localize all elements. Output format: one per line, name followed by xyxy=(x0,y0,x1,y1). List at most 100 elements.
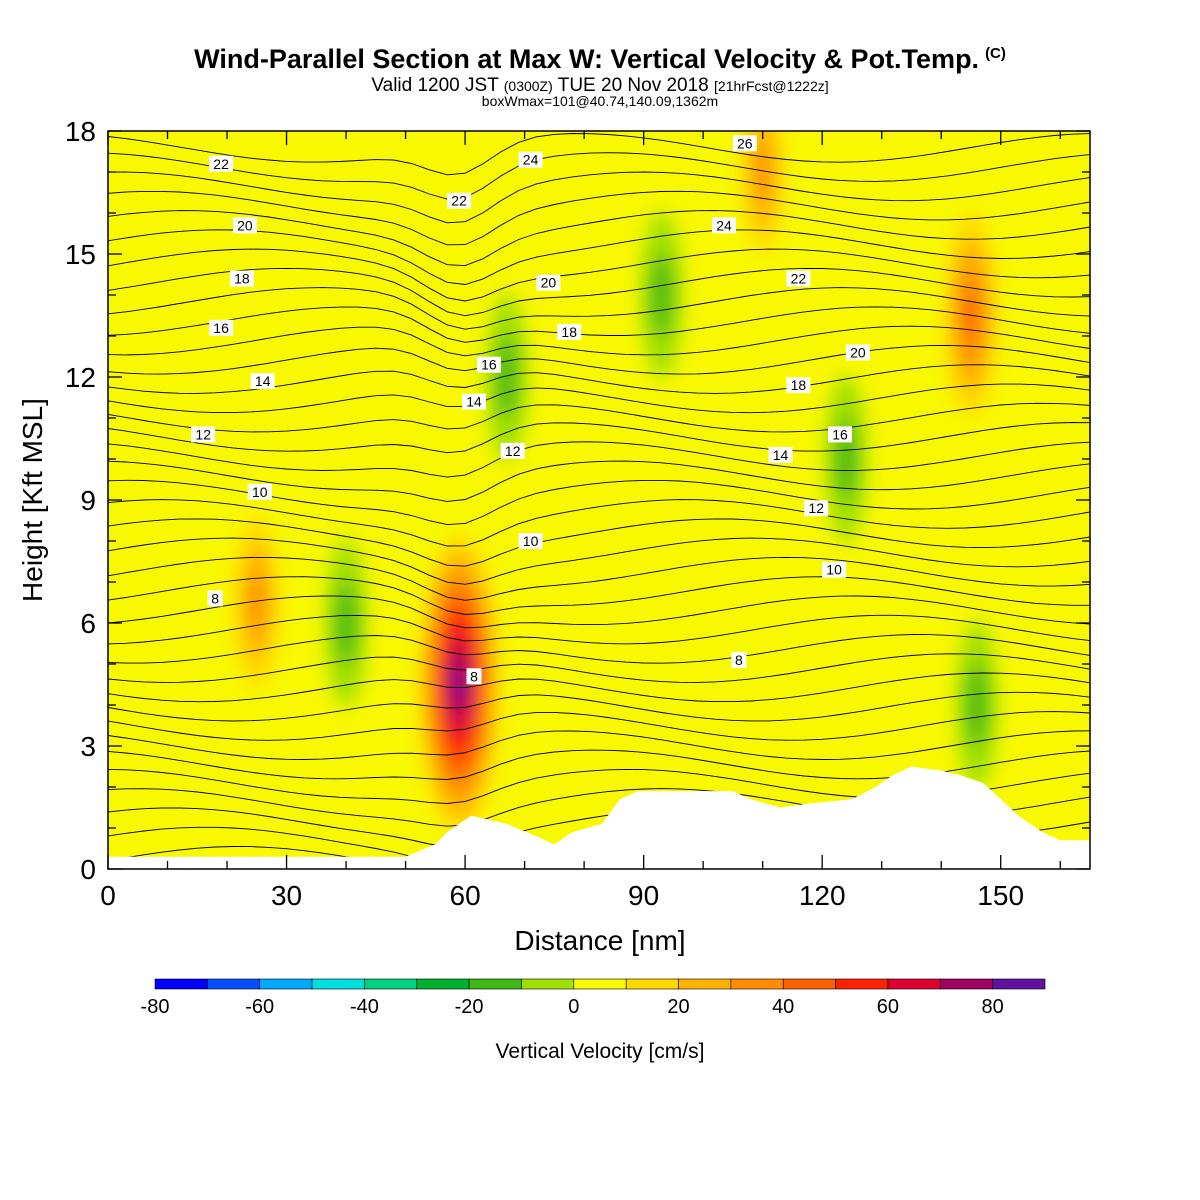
colorbar-tick-label: 80 xyxy=(981,996,1003,1018)
label-text: 12 xyxy=(505,443,521,459)
label-box xyxy=(247,483,272,500)
colorbar-tick-label: -80 xyxy=(141,996,170,1018)
label-text: 18 xyxy=(561,324,577,340)
chart-title-text: Wind-Parallel Section at Max W: Vertical… xyxy=(194,44,980,74)
theta-contour-line xyxy=(108,441,1090,478)
chart-title: Wind-Parallel Section at Max W: Vertical… xyxy=(0,44,1200,75)
theta-contour-label: 8 xyxy=(731,651,747,668)
colorbar-swatch xyxy=(259,978,313,990)
colorbar-swatch xyxy=(992,978,1046,990)
theta-contour-label: 22 xyxy=(786,270,811,287)
label-text: 10 xyxy=(252,484,268,500)
theta-contour-label: 20 xyxy=(845,344,870,361)
label-text: 16 xyxy=(213,320,229,336)
theta-contour-line xyxy=(108,344,1090,375)
label-box xyxy=(732,135,757,152)
velocity-feature xyxy=(249,574,265,631)
theta-contour-label: 20 xyxy=(232,217,257,234)
label-text: 12 xyxy=(808,500,824,516)
terrain-mask xyxy=(108,766,1090,869)
box-info: boxWmax=101@40.74,140.09,1362m xyxy=(481,93,719,109)
theta-contour-label: 16 xyxy=(828,426,852,443)
theta-contour-label: 12 xyxy=(500,442,525,459)
label-text: 16 xyxy=(832,426,848,442)
theta-contour-label: 20 xyxy=(536,274,561,291)
colorbar-swatch xyxy=(364,978,418,990)
label-box xyxy=(209,155,234,172)
theta-contour-line xyxy=(108,287,1090,330)
theta-contour-label: 26 xyxy=(732,135,757,152)
y-tick-label: 3 xyxy=(80,731,96,762)
label-text: 8 xyxy=(211,590,219,606)
colorbar-swatch xyxy=(782,978,836,990)
theta-contour-label: 14 xyxy=(462,393,486,410)
colorbar: -80 -60 -40 -20 0 20 40 60 80 xyxy=(141,978,1046,1018)
label-box xyxy=(476,356,501,373)
theta-contour-label: 16 xyxy=(209,319,234,336)
label-text: 8 xyxy=(470,668,478,684)
x-tick-label: 0 xyxy=(100,880,116,911)
valid-prefix: Valid 1200 JST xyxy=(371,75,499,96)
label-text: 18 xyxy=(234,271,250,287)
theta-contour-line xyxy=(108,383,1090,414)
label-text: 12 xyxy=(195,426,211,442)
theta-contour-line xyxy=(108,460,1090,502)
label-text: 20 xyxy=(237,217,253,233)
label-text: 20 xyxy=(541,275,557,291)
theta-contour-line xyxy=(108,229,1090,285)
colorbar-swatch xyxy=(625,978,679,990)
x-tick-label: 150 xyxy=(977,880,1024,911)
theta-contour-labels: 22 20 18 16 14 12 10 8 24 22 20 18 16 14 12 10 8 26 24 22 20… xyxy=(191,135,870,685)
theta-contour-line xyxy=(108,248,1090,302)
theta-contour-line xyxy=(108,190,1090,246)
chart-axes: 0 30 60 90 120 150 0 3 6 9 12 15 18 xyxy=(65,116,1090,911)
theta-contour-line xyxy=(108,634,1090,664)
label-box xyxy=(786,270,811,287)
label-text: 26 xyxy=(737,135,753,151)
y-tick-label: 0 xyxy=(80,854,96,885)
theta-contour-line xyxy=(108,518,1090,567)
theta-contour-line xyxy=(108,152,1090,200)
theta-contour-label: 14 xyxy=(250,373,275,390)
label-box xyxy=(828,426,852,443)
theta-contour-line xyxy=(108,402,1090,433)
colorbar-tick-label: 20 xyxy=(667,996,689,1018)
label-text: 24 xyxy=(716,217,732,233)
theta-contour-line xyxy=(108,556,1090,601)
y-tick-label: 18 xyxy=(65,116,96,147)
theta-contour-line xyxy=(108,171,1090,224)
theta-contour-line xyxy=(108,614,1090,645)
label-text: 14 xyxy=(466,394,482,410)
label-box xyxy=(518,533,543,549)
x-tick-label: 60 xyxy=(450,880,481,911)
velocity-feature xyxy=(496,335,518,419)
theta-contour-label: 10 xyxy=(518,533,543,549)
colorbar-swatch xyxy=(678,978,732,990)
label-text: 10 xyxy=(826,562,842,578)
label-box xyxy=(557,323,582,340)
colorbar-tick-label: -20 xyxy=(455,996,484,1018)
velocity-feature xyxy=(454,665,465,704)
y-tick-label: 6 xyxy=(80,608,96,639)
label-box xyxy=(191,426,216,443)
forecast-info: [21hrFcst@1222z] xyxy=(714,78,829,94)
label-box xyxy=(250,373,275,390)
terrain xyxy=(108,766,1090,869)
valid-utc: (0300Z) xyxy=(503,78,553,94)
theta-contour-line xyxy=(108,306,1090,343)
theta-contour-label: 10 xyxy=(822,561,847,578)
colorbar-swatch xyxy=(154,978,208,990)
label-box xyxy=(536,274,561,291)
theta-contour-line xyxy=(108,672,1090,703)
label-box xyxy=(845,344,870,361)
colorbar-swatch xyxy=(207,978,261,990)
label-text: 8 xyxy=(735,652,743,668)
theta-contour-line xyxy=(108,730,1090,760)
label-box xyxy=(768,446,793,463)
colorbar-tick-label: -40 xyxy=(350,996,379,1018)
y-axis-label: Height [Kft MSL] xyxy=(17,398,48,602)
velocity-feature xyxy=(966,663,988,747)
theta-contour-label: 14 xyxy=(768,446,793,463)
theta-contour-label: 18 xyxy=(557,323,582,340)
